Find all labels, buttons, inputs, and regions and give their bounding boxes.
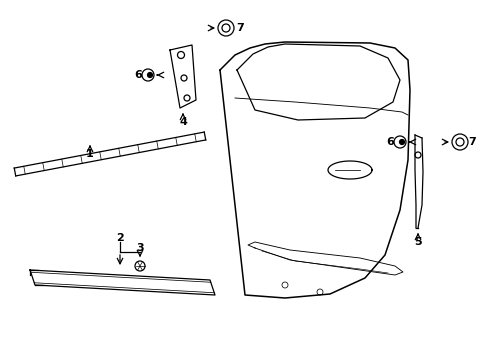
Circle shape — [147, 72, 152, 77]
Text: 4: 4 — [179, 117, 186, 127]
Text: 7: 7 — [467, 137, 475, 147]
Text: 7: 7 — [236, 23, 244, 33]
Text: 5: 5 — [413, 237, 421, 247]
Circle shape — [399, 139, 404, 144]
Text: 3: 3 — [136, 243, 143, 253]
Text: 1: 1 — [86, 149, 94, 159]
Text: 6: 6 — [385, 137, 393, 147]
Text: 2: 2 — [116, 233, 123, 243]
Text: 6: 6 — [134, 70, 142, 80]
